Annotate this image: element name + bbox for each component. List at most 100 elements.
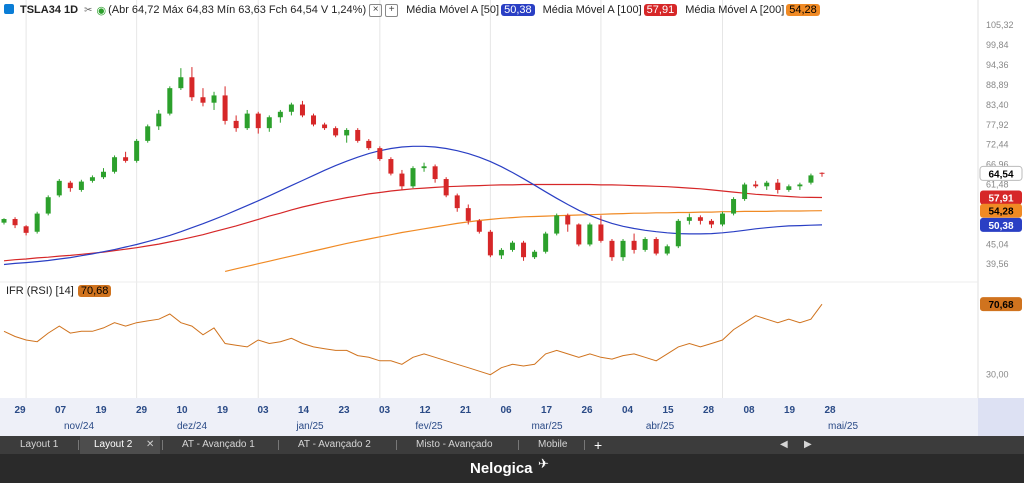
- candle-body: [299, 104, 305, 116]
- candle-body: [167, 88, 173, 114]
- candle-body: [509, 242, 515, 250]
- time-tick-label: 03: [257, 405, 269, 416]
- candle-body: [45, 197, 51, 214]
- axis-scale-box[interactable]: [978, 398, 1024, 436]
- ma200-label: Média Móvel A [200]: [685, 4, 785, 16]
- candle-body: [56, 180, 62, 196]
- add-tab-icon[interactable]: +: [594, 437, 603, 453]
- candle-body: [675, 220, 681, 247]
- candle-body: [23, 226, 29, 233]
- candle-body: [388, 159, 394, 174]
- tabs-next-icon[interactable]: ▶: [804, 439, 812, 450]
- candle-body: [742, 184, 748, 200]
- candle-body: [277, 111, 283, 118]
- time-tick-label: 28: [703, 405, 715, 416]
- candle-body: [532, 251, 538, 258]
- candle-body: [366, 140, 372, 149]
- layout-tabs-bar: Layout 1 Layout 2 ✕ AT - Avançado 1 AT -…: [0, 436, 1024, 454]
- time-tick-label: 06: [500, 405, 512, 416]
- candle-body: [322, 124, 328, 129]
- candle-body: [731, 199, 737, 214]
- tab-mobile[interactable]: Mobile: [538, 439, 568, 450]
- tab-layout-2-label: Layout 2: [94, 439, 133, 450]
- ma50-line: [3, 145, 823, 266]
- price-tag-label: 50,38: [988, 221, 1013, 232]
- month-label: jan/25: [295, 421, 324, 432]
- price-tick-label: 45,04: [986, 239, 1009, 249]
- candle-body: [631, 240, 637, 250]
- price-tick-label: 99,84: [986, 40, 1009, 50]
- price-tick-label: 105,32: [986, 20, 1014, 30]
- ma100-label: Média Móvel A [100]: [542, 4, 642, 16]
- price-tag-label: 70,68: [988, 300, 1013, 311]
- time-tick-label: 19: [784, 405, 796, 416]
- candle-body: [399, 173, 405, 187]
- candle-body: [178, 77, 184, 89]
- price-tag: [980, 203, 1022, 218]
- time-tick-label: 21: [460, 405, 472, 416]
- add-indicator-button[interactable]: +: [385, 3, 399, 17]
- candle-body: [598, 224, 604, 241]
- time-tick-label: 14: [298, 405, 310, 416]
- chart-header: TSLA34 1D ✂ ◉ (Abr 64,72 Máx 64,83 Mín 6…: [0, 0, 820, 20]
- candle-body: [609, 240, 615, 258]
- candle-body: [819, 172, 825, 174]
- tab-layout-2[interactable]: Layout 2 ✕: [80, 436, 160, 454]
- price-tick-label: 88,89: [986, 80, 1009, 90]
- candle-body: [255, 113, 261, 129]
- time-axis-band: [0, 398, 978, 436]
- tab-at-avancado-2[interactable]: AT - Avançado 2: [298, 439, 371, 450]
- candle-body: [211, 95, 217, 103]
- candle-body: [200, 97, 206, 103]
- candle-body: [554, 215, 560, 234]
- tab-layout-1[interactable]: Layout 1: [20, 439, 59, 450]
- candle-body: [421, 166, 427, 169]
- candle-body: [454, 195, 460, 209]
- symbol-title: TSLA34 1D: [20, 4, 79, 16]
- remove-button[interactable]: ×: [369, 3, 383, 17]
- price-tag-label: 57,91: [988, 194, 1013, 205]
- price-tick-label: 77,92: [986, 120, 1009, 130]
- menu-icon[interactable]: [4, 4, 14, 14]
- chart-area[interactable]: 105,32 99,84 94,36 88,89 83,40 77,92 72,44 66,9…: [0, 0, 1024, 436]
- candle-body: [443, 179, 449, 196]
- price-tag-label: 64,54: [988, 169, 1013, 180]
- rsi-header: IFR (RSI) [14] 70,68: [6, 285, 112, 297]
- close-icon[interactable]: ✕: [146, 439, 155, 450]
- time-tick-label: 03: [379, 405, 391, 416]
- price-chart[interactable]: 105,32 99,84 94,36 88,89 83,40 77,92 72,44 66,9…: [0, 0, 1024, 436]
- candle-body: [521, 242, 527, 258]
- candle-body: [764, 182, 770, 187]
- time-tick-label: 29: [136, 405, 148, 416]
- candle-body: [498, 249, 504, 256]
- candle-body: [189, 77, 195, 98]
- candle-body: [89, 177, 95, 181]
- candle-body: [653, 239, 659, 254]
- candle-body: [377, 148, 383, 160]
- candle-body: [587, 224, 593, 245]
- candle-body: [134, 140, 140, 161]
- tabs-prev-icon[interactable]: ◀: [780, 439, 788, 450]
- footer: Nelogica ✈: [0, 454, 1024, 483]
- scissor-icon[interactable]: ✂: [84, 4, 93, 16]
- tab-misto-avancado[interactable]: Misto - Avançado: [416, 439, 493, 450]
- price-tag: [980, 190, 1022, 205]
- indicator-icon[interactable]: ◉: [96, 4, 107, 17]
- candle-body: [344, 129, 350, 136]
- time-tick-label: 04: [622, 405, 634, 416]
- candle-body: [222, 95, 228, 121]
- tab-at-avancado-1[interactable]: AT - Avançado 1: [182, 439, 255, 450]
- candle-body: [576, 224, 582, 245]
- rsi-line: [3, 303, 823, 376]
- candle-body: [78, 181, 84, 190]
- candle-body: [355, 129, 361, 141]
- candle-body: [1, 219, 7, 223]
- candle-body: [100, 171, 106, 178]
- month-label: dez/24: [177, 421, 207, 432]
- candle-body: [543, 233, 549, 252]
- time-tick-label: 15: [662, 405, 674, 416]
- candle-body: [775, 182, 781, 190]
- price-tick-label: 94,36: [986, 60, 1009, 70]
- price-tick-label: 83,40: [986, 100, 1009, 110]
- candle-body: [288, 104, 294, 112]
